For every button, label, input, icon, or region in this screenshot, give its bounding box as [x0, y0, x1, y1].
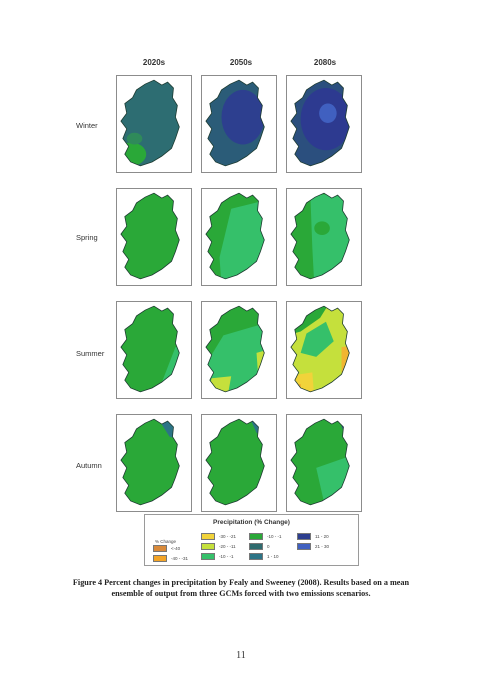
map-winter-2080s	[286, 75, 362, 173]
legend-swatch	[153, 555, 167, 562]
map-autumn-2080s	[286, 414, 362, 512]
legend-label: 1 - 10	[267, 554, 279, 559]
legend-subtitle: % Change	[155, 539, 177, 544]
legend-label: 11 - 20	[315, 534, 329, 539]
legend-swatch	[201, 533, 215, 540]
map-winter-2020s	[116, 75, 192, 173]
column-header-2050s: 2050s	[229, 58, 253, 67]
legend-title: Precipitation (% Change)	[213, 519, 290, 526]
map-winter-2050s	[201, 75, 277, 173]
legend-label: <-40	[171, 546, 181, 551]
map-summer-2080s	[286, 301, 362, 399]
figure-caption: Figure 4 Percent changes in precipitatio…	[58, 578, 424, 599]
row-label-autumn: Autumn	[76, 461, 102, 470]
legend-label: -10 - -1	[219, 554, 234, 559]
caption-line-2: ensemble of output from three GCMs force…	[111, 588, 371, 598]
caption-line-1: Figure 4 Percent changes in precipitatio…	[72, 578, 410, 587]
legend-swatch	[153, 545, 167, 552]
legend-swatch	[201, 543, 215, 550]
row-label-spring: Spring	[76, 233, 98, 242]
legend-label: -30 - -21	[219, 534, 237, 539]
map-autumn-2020s	[116, 414, 192, 512]
row-label-summer: Summer	[76, 349, 105, 358]
legend-label: 21 - 30	[315, 544, 330, 549]
map-spring-2050s	[201, 188, 277, 286]
legend-swatch	[249, 533, 263, 540]
column-header-2020s: 2020s	[142, 58, 166, 67]
row-label-winter: Winter	[76, 121, 98, 130]
map-spring-2080s	[286, 188, 362, 286]
legend-swatch	[249, 543, 263, 550]
legend-label: -10 - -1	[267, 534, 282, 539]
legend-swatch	[297, 533, 311, 540]
page-number: 11	[236, 650, 246, 661]
map-spring-2020s	[116, 188, 192, 286]
legend-label: 0	[267, 544, 270, 549]
legend-swatch	[201, 553, 215, 560]
map-autumn-2050s	[201, 414, 277, 512]
legend-label: -20 - -11	[219, 544, 236, 549]
legend-label: -40 - -31	[171, 556, 189, 561]
legend-swatch	[297, 543, 311, 550]
legend: Precipitation (% Change) % Change <-40 -…	[144, 514, 359, 566]
map-summer-2020s	[116, 301, 192, 399]
map-summer-2050s	[201, 301, 277, 399]
column-header-2080s: 2080s	[313, 58, 337, 67]
legend-swatch	[249, 553, 263, 560]
